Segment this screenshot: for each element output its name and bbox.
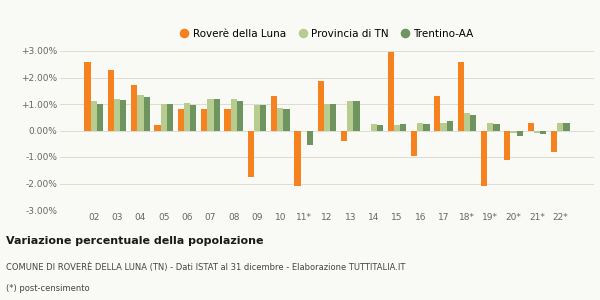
Bar: [487, 122, 493, 130]
Bar: [143, 98, 150, 130]
Bar: [120, 100, 127, 130]
Bar: [447, 121, 453, 130]
Legend: Roverè della Luna, Provincia di TN, Trentino-AA: Roverè della Luna, Provincia di TN, Tren…: [176, 24, 478, 43]
Bar: [260, 105, 266, 130]
Bar: [540, 130, 547, 134]
Bar: [184, 103, 190, 130]
Bar: [178, 109, 184, 130]
Bar: [167, 104, 173, 130]
Bar: [283, 109, 290, 130]
Bar: [214, 99, 220, 130]
Bar: [493, 124, 500, 130]
Bar: [527, 122, 534, 130]
Bar: [161, 104, 167, 130]
Bar: [254, 105, 260, 130]
Bar: [248, 130, 254, 177]
Bar: [317, 82, 324, 130]
Bar: [417, 122, 424, 130]
Bar: [400, 124, 406, 130]
Bar: [424, 124, 430, 130]
Bar: [470, 115, 476, 130]
Bar: [237, 101, 243, 130]
Bar: [224, 109, 230, 130]
Bar: [201, 109, 207, 130]
Bar: [154, 125, 161, 130]
Bar: [481, 130, 487, 186]
Bar: [440, 122, 447, 130]
Bar: [411, 130, 417, 156]
Bar: [551, 130, 557, 152]
Bar: [534, 130, 540, 133]
Bar: [230, 99, 237, 130]
Bar: [324, 104, 330, 130]
Bar: [207, 99, 214, 130]
Text: COMUNE DI ROVERÈ DELLA LUNA (TN) - Dati ISTAT al 31 dicembre - Elaborazione TUTT: COMUNE DI ROVERÈ DELLA LUNA (TN) - Dati …: [6, 262, 406, 272]
Bar: [277, 108, 283, 130]
Bar: [271, 96, 277, 130]
Bar: [517, 130, 523, 136]
Bar: [371, 124, 377, 130]
Text: Variazione percentuale della popolazione: Variazione percentuale della popolazione: [6, 236, 263, 247]
Bar: [294, 130, 301, 186]
Bar: [464, 113, 470, 130]
Bar: [107, 70, 114, 130]
Text: (*) post-censimento: (*) post-censimento: [6, 284, 89, 293]
Bar: [511, 130, 517, 133]
Bar: [458, 61, 464, 130]
Bar: [388, 52, 394, 130]
Bar: [394, 125, 400, 130]
Bar: [137, 95, 143, 130]
Bar: [434, 96, 440, 130]
Bar: [330, 104, 337, 130]
Bar: [307, 130, 313, 145]
Bar: [190, 105, 196, 130]
Bar: [114, 99, 120, 130]
Bar: [131, 85, 137, 130]
Bar: [563, 122, 570, 130]
Bar: [91, 101, 97, 130]
Bar: [504, 130, 511, 160]
Bar: [557, 122, 563, 130]
Bar: [347, 101, 353, 130]
Bar: [84, 61, 91, 130]
Bar: [341, 130, 347, 141]
Bar: [353, 101, 360, 130]
Bar: [377, 125, 383, 130]
Bar: [97, 104, 103, 130]
